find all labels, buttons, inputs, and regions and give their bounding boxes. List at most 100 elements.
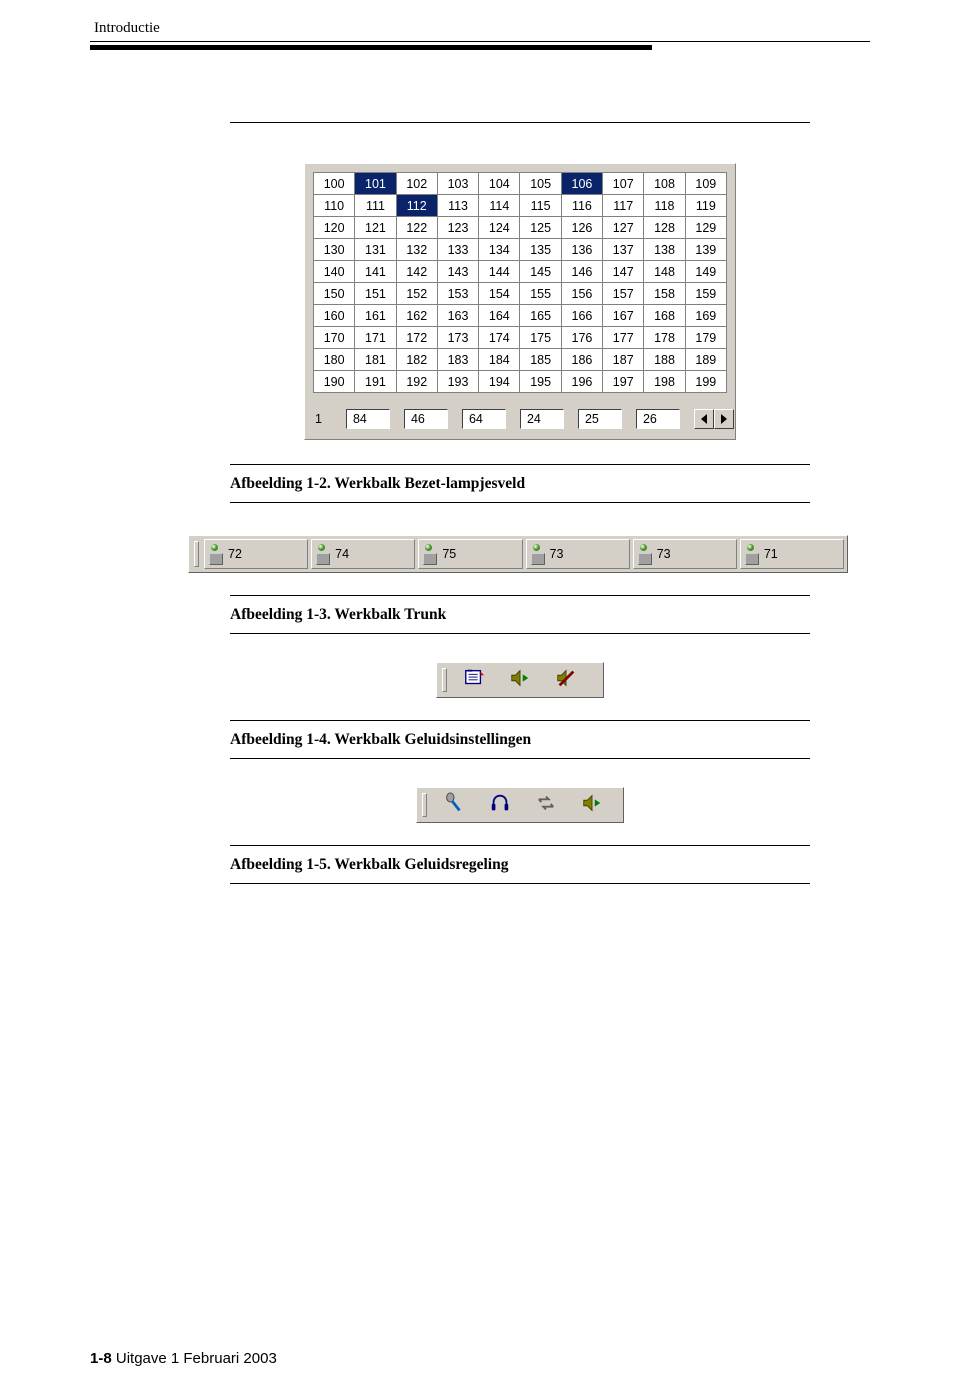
trunk-button[interactable]: 75 [418, 539, 522, 569]
transfer-button[interactable] [524, 791, 568, 819]
grid-cell[interactable]: 129 [685, 217, 726, 239]
grid-cell[interactable]: 195 [520, 371, 561, 393]
trunk-button[interactable]: 72 [204, 539, 308, 569]
toolbar-grip[interactable] [442, 668, 447, 692]
grid-cell[interactable]: 174 [479, 327, 520, 349]
grid-cell[interactable]: 169 [685, 305, 726, 327]
grid-cell[interactable]: 102 [396, 173, 437, 195]
grid-cell[interactable]: 149 [685, 261, 726, 283]
grid-cell[interactable]: 142 [396, 261, 437, 283]
grid-cell[interactable]: 115 [520, 195, 561, 217]
grid-cell[interactable]: 173 [437, 327, 478, 349]
grid-cell[interactable]: 167 [603, 305, 644, 327]
grid-cell[interactable]: 170 [314, 327, 355, 349]
grid-cell[interactable]: 168 [644, 305, 685, 327]
grid-cell[interactable]: 120 [314, 217, 355, 239]
grid-cell[interactable]: 116 [561, 195, 602, 217]
speaker-mute-button[interactable] [544, 666, 588, 694]
grid-cell[interactable]: 136 [561, 239, 602, 261]
grid-cell[interactable]: 171 [355, 327, 396, 349]
grid-cell[interactable]: 153 [437, 283, 478, 305]
grid-cell[interactable]: 148 [644, 261, 685, 283]
grid-cell[interactable]: 114 [479, 195, 520, 217]
grid-cell[interactable]: 135 [520, 239, 561, 261]
grid-cell[interactable]: 154 [479, 283, 520, 305]
grid-cell[interactable]: 141 [355, 261, 396, 283]
grid-cell[interactable]: 175 [520, 327, 561, 349]
toolbar-grip[interactable] [194, 541, 199, 567]
grid-cell[interactable]: 197 [603, 371, 644, 393]
speaker-play-button[interactable] [498, 666, 542, 694]
grid-cell[interactable]: 139 [685, 239, 726, 261]
grid-cell[interactable]: 133 [437, 239, 478, 261]
grid-cell[interactable]: 160 [314, 305, 355, 327]
grid-cell[interactable]: 198 [644, 371, 685, 393]
grid-cell[interactable]: 190 [314, 371, 355, 393]
grid-cell[interactable]: 122 [396, 217, 437, 239]
grid-cell[interactable]: 159 [685, 283, 726, 305]
grid-cell[interactable]: 121 [355, 217, 396, 239]
grid-cell[interactable]: 182 [396, 349, 437, 371]
grid-cell[interactable]: 162 [396, 305, 437, 327]
grid-cell[interactable]: 145 [520, 261, 561, 283]
toolbar-grip[interactable] [422, 793, 427, 817]
grid-cell[interactable]: 146 [561, 261, 602, 283]
grid-cell[interactable]: 132 [396, 239, 437, 261]
grid-cell[interactable]: 156 [561, 283, 602, 305]
grid-cell[interactable]: 131 [355, 239, 396, 261]
grid-cell[interactable]: 137 [603, 239, 644, 261]
grid-cell[interactable]: 185 [520, 349, 561, 371]
grid-cell[interactable]: 150 [314, 283, 355, 305]
headset-button[interactable] [478, 791, 522, 819]
grid-cell[interactable]: 104 [479, 173, 520, 195]
grid-cell[interactable]: 100 [314, 173, 355, 195]
grid-cell[interactable]: 187 [603, 349, 644, 371]
grid-cell[interactable]: 127 [603, 217, 644, 239]
grid-cell[interactable]: 196 [561, 371, 602, 393]
grid-cell[interactable]: 134 [479, 239, 520, 261]
trunk-button[interactable]: 73 [526, 539, 630, 569]
grid-cell[interactable]: 119 [685, 195, 726, 217]
grid-cell[interactable]: 138 [644, 239, 685, 261]
grid-cell[interactable]: 123 [437, 217, 478, 239]
grid-cell[interactable]: 106 [561, 173, 602, 195]
grid-cell[interactable]: 178 [644, 327, 685, 349]
trunk-button[interactable]: 71 [740, 539, 844, 569]
grid-cell[interactable]: 140 [314, 261, 355, 283]
grid-cell[interactable]: 105 [520, 173, 561, 195]
grid-cell[interactable]: 112 [396, 195, 437, 217]
grid-cell[interactable]: 158 [644, 283, 685, 305]
grid-cell[interactable]: 124 [479, 217, 520, 239]
scroll-left-button[interactable] [694, 409, 714, 429]
grid-cell[interactable]: 109 [685, 173, 726, 195]
grid-cell[interactable]: 165 [520, 305, 561, 327]
grid-cell[interactable]: 193 [437, 371, 478, 393]
grid-cell[interactable]: 192 [396, 371, 437, 393]
grid-cell[interactable]: 199 [685, 371, 726, 393]
trunk-button[interactable]: 74 [311, 539, 415, 569]
grid-cell[interactable]: 147 [603, 261, 644, 283]
grid-cell[interactable]: 155 [520, 283, 561, 305]
grid-cell[interactable]: 179 [685, 327, 726, 349]
grid-cell[interactable]: 157 [603, 283, 644, 305]
grid-cell[interactable]: 161 [355, 305, 396, 327]
trunk-button[interactable]: 73 [633, 539, 737, 569]
grid-cell[interactable]: 108 [644, 173, 685, 195]
grid-cell[interactable]: 186 [561, 349, 602, 371]
grid-cell[interactable]: 191 [355, 371, 396, 393]
directory-button[interactable] [452, 666, 496, 694]
grid-cell[interactable]: 113 [437, 195, 478, 217]
grid-cell[interactable]: 164 [479, 305, 520, 327]
grid-cell[interactable]: 130 [314, 239, 355, 261]
grid-cell[interactable]: 188 [644, 349, 685, 371]
grid-cell[interactable]: 126 [561, 217, 602, 239]
grid-cell[interactable]: 183 [437, 349, 478, 371]
scroll-right-button[interactable] [714, 409, 734, 429]
grid-cell[interactable]: 111 [355, 195, 396, 217]
grid-cell[interactable]: 194 [479, 371, 520, 393]
speaker-play-button[interactable] [570, 791, 614, 819]
grid-cell[interactable]: 143 [437, 261, 478, 283]
grid-cell[interactable]: 144 [479, 261, 520, 283]
grid-cell[interactable]: 184 [479, 349, 520, 371]
grid-cell[interactable]: 118 [644, 195, 685, 217]
